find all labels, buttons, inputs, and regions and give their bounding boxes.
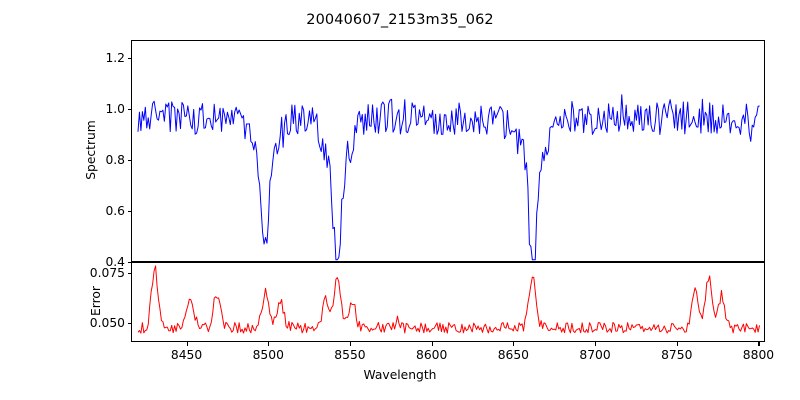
plot-title: 20040607_2153m35_062 (306, 12, 494, 28)
error-line-chart (137, 265, 761, 334)
spectrum-y-tick-label: 1.2 (105, 50, 125, 65)
x-tick (676, 342, 678, 346)
spectrum-y-tick-label: 0.8 (105, 152, 125, 167)
x-tick (758, 342, 760, 346)
x-tick-label: 8800 (742, 348, 775, 362)
x-tick-label: 8600 (416, 348, 448, 362)
x-tick-label: 8550 (334, 348, 366, 362)
spectrum-y-tick (127, 262, 131, 264)
spectrum-y-tick-label: 0.6 (105, 203, 125, 218)
spectrum-trace (137, 94, 760, 261)
spectrum-panel (131, 40, 765, 262)
x-tick (186, 342, 188, 346)
spectrum-y-axis-label: Spectrum (84, 120, 98, 180)
x-tick (513, 342, 515, 346)
x-tick-label: 8650 (497, 348, 530, 362)
spectrum-y-tick (127, 210, 131, 213)
x-tick-label: 8500 (252, 348, 284, 362)
spectrum-line-chart (137, 94, 760, 261)
error-y-tick-label: 0.075 (89, 266, 125, 280)
spectrum-y-tick (127, 108, 131, 110)
spectrum-y-tick (127, 159, 131, 162)
x-tick (431, 342, 433, 346)
x-tick (595, 342, 597, 346)
x-tick (349, 342, 352, 346)
error-y-tick-label: 0.050 (89, 316, 125, 330)
x-tick-label: 8750 (661, 348, 693, 362)
spectrum-y-tick-label: 0.4 (105, 255, 125, 269)
error-y-tick (127, 323, 131, 325)
error-y-axis-label: Error (89, 286, 103, 316)
x-tick-label: 8450 (170, 348, 203, 362)
x-axis-label: Wavelength (363, 368, 437, 382)
error-panel (131, 262, 765, 342)
error-y-tick (127, 273, 131, 275)
x-tick-label: 8700 (579, 348, 611, 362)
spectrum-y-tick (127, 57, 131, 59)
x-tick (268, 342, 270, 346)
spectrum-y-tick-label: 1.0 (105, 101, 125, 116)
error-trace (137, 265, 761, 334)
